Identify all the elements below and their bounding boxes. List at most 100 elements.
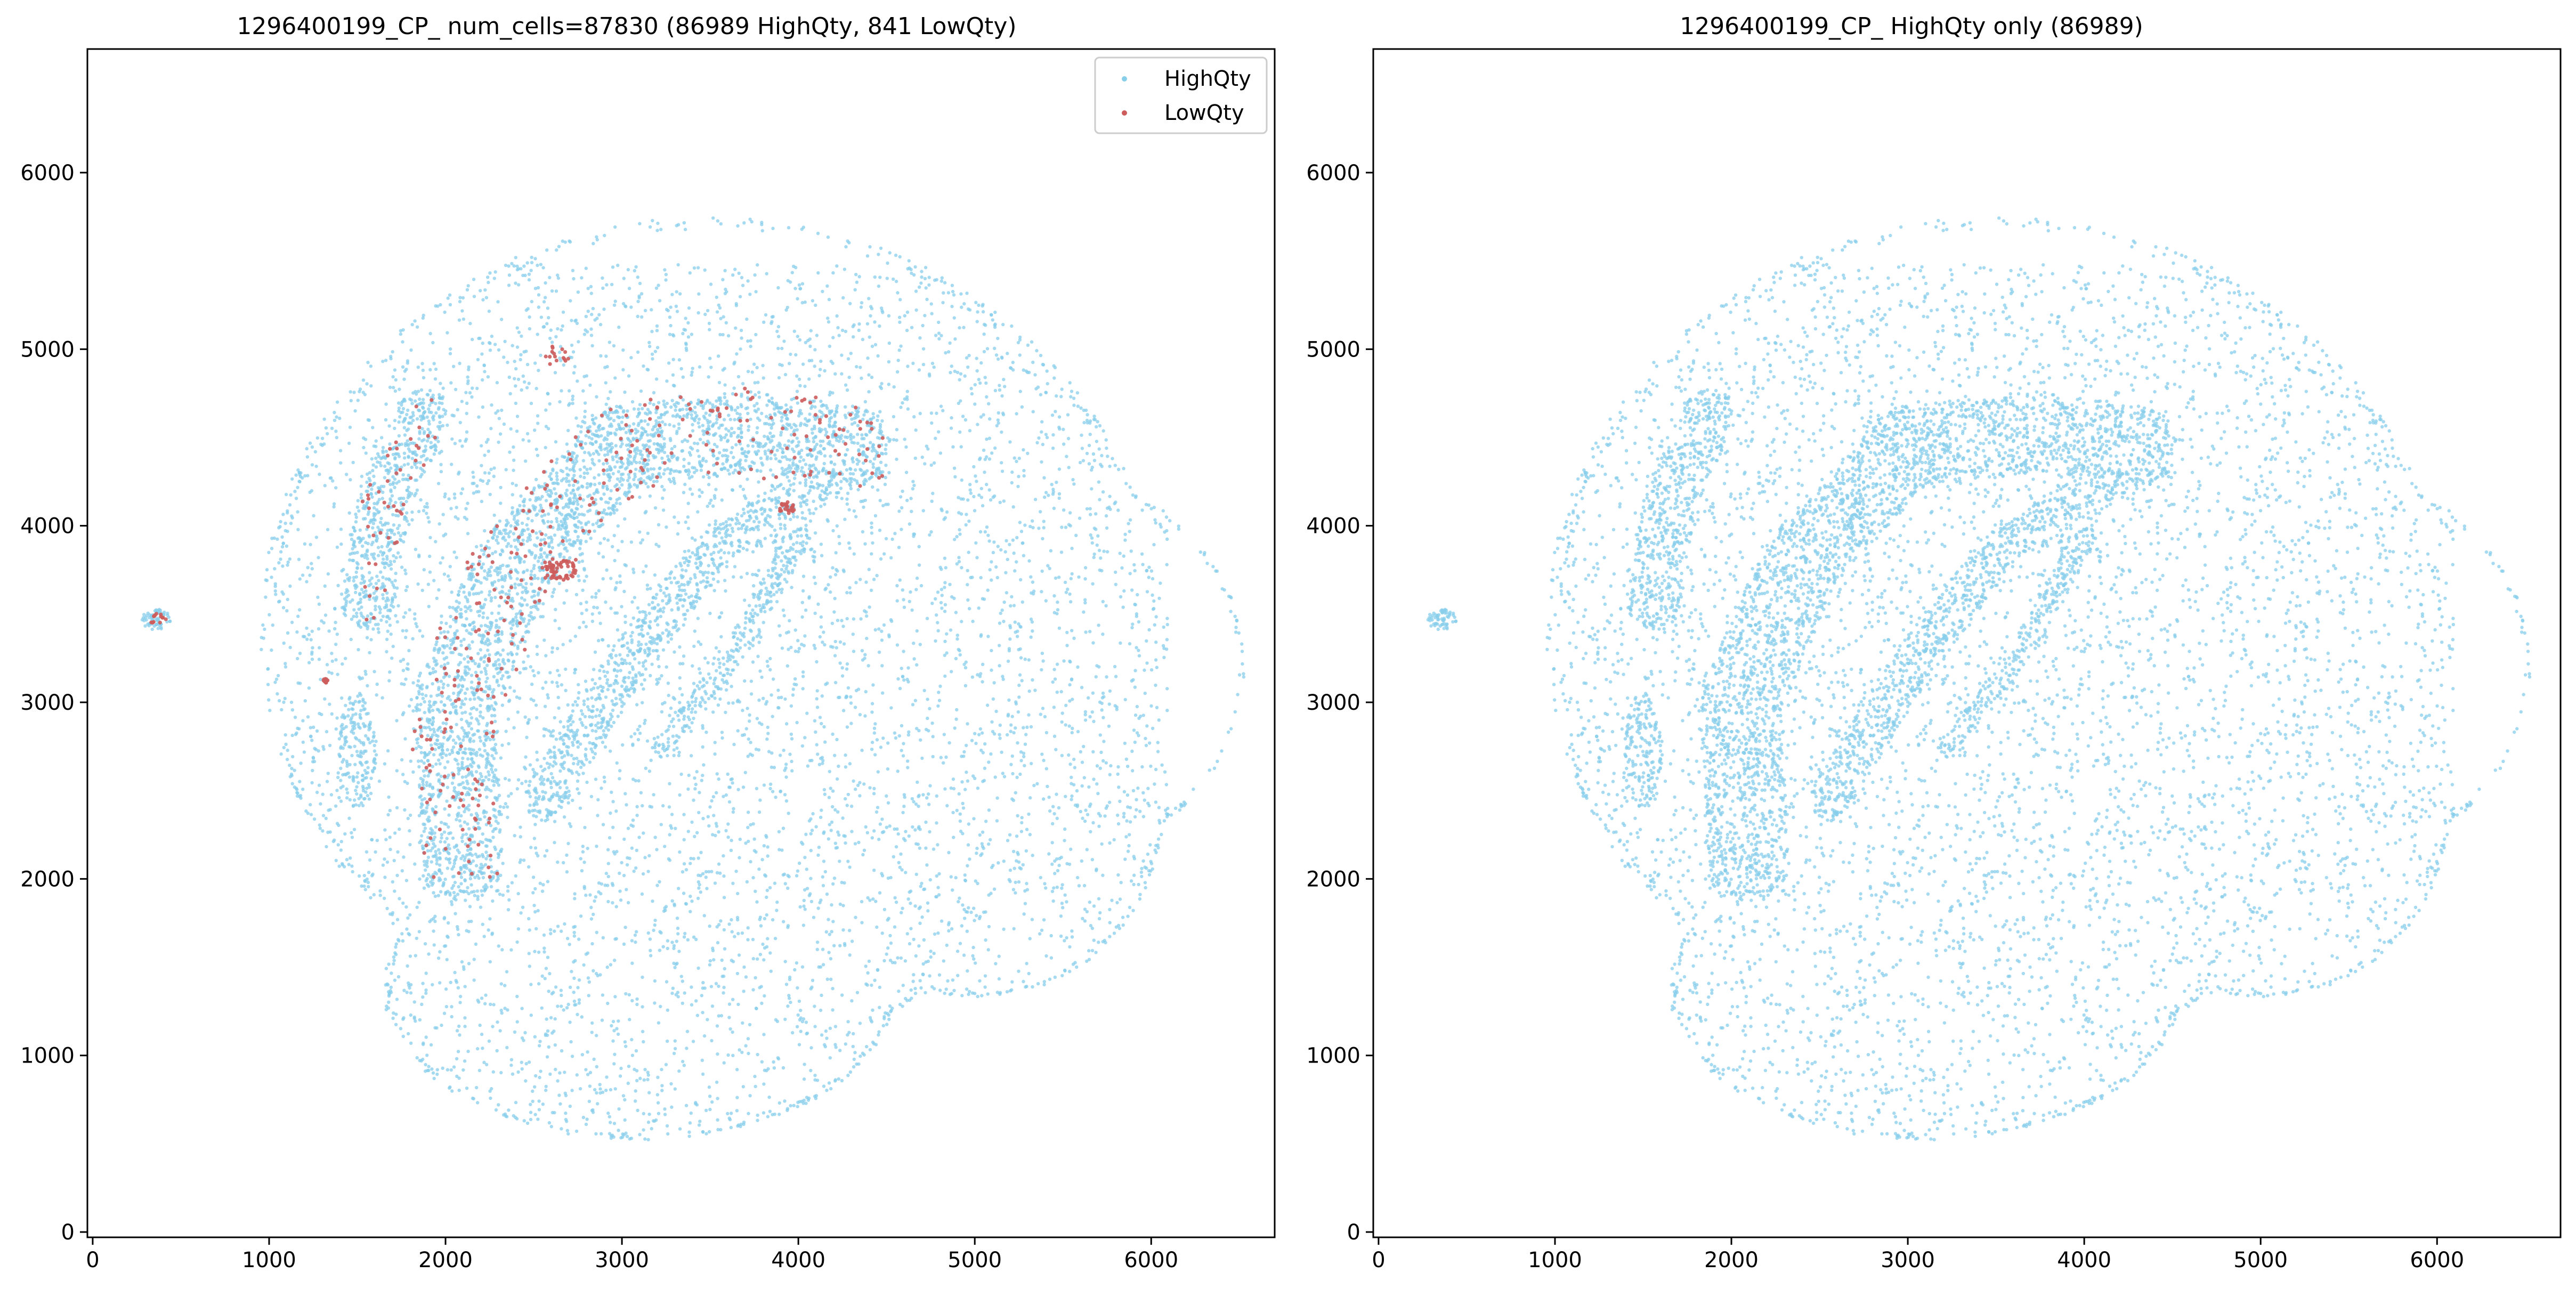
left-highqty-point — [422, 1042, 425, 1047]
left-highqty-point — [751, 644, 755, 647]
left-highqty-point — [701, 872, 705, 876]
left-highqty-point — [766, 725, 770, 729]
left-highqty-point — [1060, 753, 1064, 758]
left-highqty-point — [776, 706, 780, 710]
left-highqty-point — [658, 299, 662, 303]
left-highqty-point — [563, 922, 566, 926]
left-highqty-point — [771, 790, 775, 793]
left-highqty-point — [918, 921, 922, 925]
left-highqty-point — [636, 1108, 639, 1112]
left-highqty-point — [643, 722, 646, 725]
left-highqty-point — [849, 695, 853, 699]
left-highqty-point — [617, 470, 621, 474]
left-highqty-point — [1044, 599, 1048, 603]
left-highqty-point — [441, 513, 445, 516]
left-highqty-point — [487, 479, 491, 483]
left-highqty-point — [967, 906, 970, 910]
left-highqty-point — [981, 504, 985, 508]
left-highqty-point — [684, 868, 688, 872]
left-highqty-point — [496, 1020, 499, 1024]
left-highqty-point — [381, 360, 385, 363]
left-highqty-point — [934, 597, 937, 601]
left-highqty-point — [829, 1087, 833, 1091]
left-highqty-point — [1049, 956, 1054, 960]
left-highqty-point — [975, 556, 979, 560]
left-highqty-point — [917, 826, 921, 830]
left-highqty-point — [1087, 785, 1091, 789]
left-highqty-point — [697, 886, 701, 890]
left-highqty-point — [732, 807, 735, 810]
left-highqty-point — [486, 275, 490, 279]
left-highqty-point — [922, 938, 926, 942]
left-highqty-point — [872, 787, 876, 791]
left-highqty-point — [904, 445, 908, 449]
left-highqty-point — [1070, 629, 1074, 633]
left-highqty-point — [1019, 867, 1023, 871]
left-highqty-point — [872, 869, 876, 872]
left-highqty-point — [951, 888, 954, 892]
left-highqty-point — [753, 1074, 757, 1079]
left-highqty-point — [765, 895, 768, 899]
left-highqty-point — [370, 495, 374, 499]
left-highqty-point — [394, 1012, 398, 1016]
left-highqty-point — [527, 278, 531, 282]
left-highqty-point — [837, 534, 841, 539]
left-highqty-point — [762, 844, 766, 848]
left-highqty-point — [882, 552, 886, 556]
left-highqty-point — [868, 898, 872, 902]
left-highqty-point — [577, 998, 581, 1002]
left-highqty-point — [634, 940, 637, 944]
left-highqty-point — [797, 283, 801, 287]
left-highqty-point — [738, 412, 742, 416]
left-highqty-point — [511, 1072, 515, 1076]
left-highqty-point — [993, 310, 997, 314]
left-highqty-point — [968, 429, 972, 433]
left-highqty-point — [1162, 655, 1166, 660]
left-highqty-point — [845, 497, 849, 501]
left-highqty-point — [963, 878, 967, 882]
left-highqty-point — [603, 780, 606, 784]
left-highqty-point — [835, 314, 839, 318]
left-highqty-point — [959, 829, 963, 833]
left-highqty-point — [1087, 949, 1091, 953]
left-highqty-point — [1103, 814, 1107, 818]
left-highqty-point — [404, 588, 408, 593]
left-highqty-point — [761, 363, 765, 368]
left-highqty-point — [472, 278, 476, 281]
left-highqty-point — [1131, 769, 1135, 773]
left-highqty-point — [1004, 571, 1008, 574]
left-highqty-point — [321, 745, 325, 749]
left-highqty-point — [678, 645, 682, 649]
left-highqty-point — [902, 793, 906, 797]
left-highqty-point — [366, 793, 370, 798]
left-highqty-point — [845, 388, 849, 392]
left-highqty-point — [639, 683, 644, 686]
left-highqty-point — [642, 364, 645, 368]
left-highqty-point — [420, 588, 424, 593]
left-highqty-point — [795, 374, 799, 378]
left-highqty-point — [541, 266, 545, 270]
left-highqty-point — [943, 603, 947, 607]
left-highqty-point — [801, 589, 805, 593]
left-highqty-point — [348, 425, 352, 429]
left-highqty-point — [1089, 923, 1093, 928]
left-highqty-point — [857, 328, 861, 332]
left-highqty-point — [372, 444, 376, 448]
left-highqty-point — [572, 930, 576, 935]
left-highqty-point — [1122, 790, 1127, 794]
left-highqty-point — [796, 869, 800, 873]
left-highqty-point — [901, 984, 905, 987]
left-highqty-point — [548, 1072, 552, 1076]
left-highqty-point — [658, 949, 662, 952]
left-highqty-point — [815, 743, 819, 747]
left-highqty-point — [537, 293, 541, 297]
left-highqty-point — [1046, 382, 1049, 386]
left-highqty-point — [981, 303, 985, 306]
left-highqty-point — [960, 305, 963, 309]
left-highqty-point — [879, 557, 883, 561]
left-highqty-point — [876, 806, 880, 809]
left-highqty-point — [471, 471, 475, 474]
left-highqty-point — [906, 680, 910, 684]
left-highqty-point — [731, 1030, 734, 1034]
left-highqty-point — [677, 750, 681, 755]
